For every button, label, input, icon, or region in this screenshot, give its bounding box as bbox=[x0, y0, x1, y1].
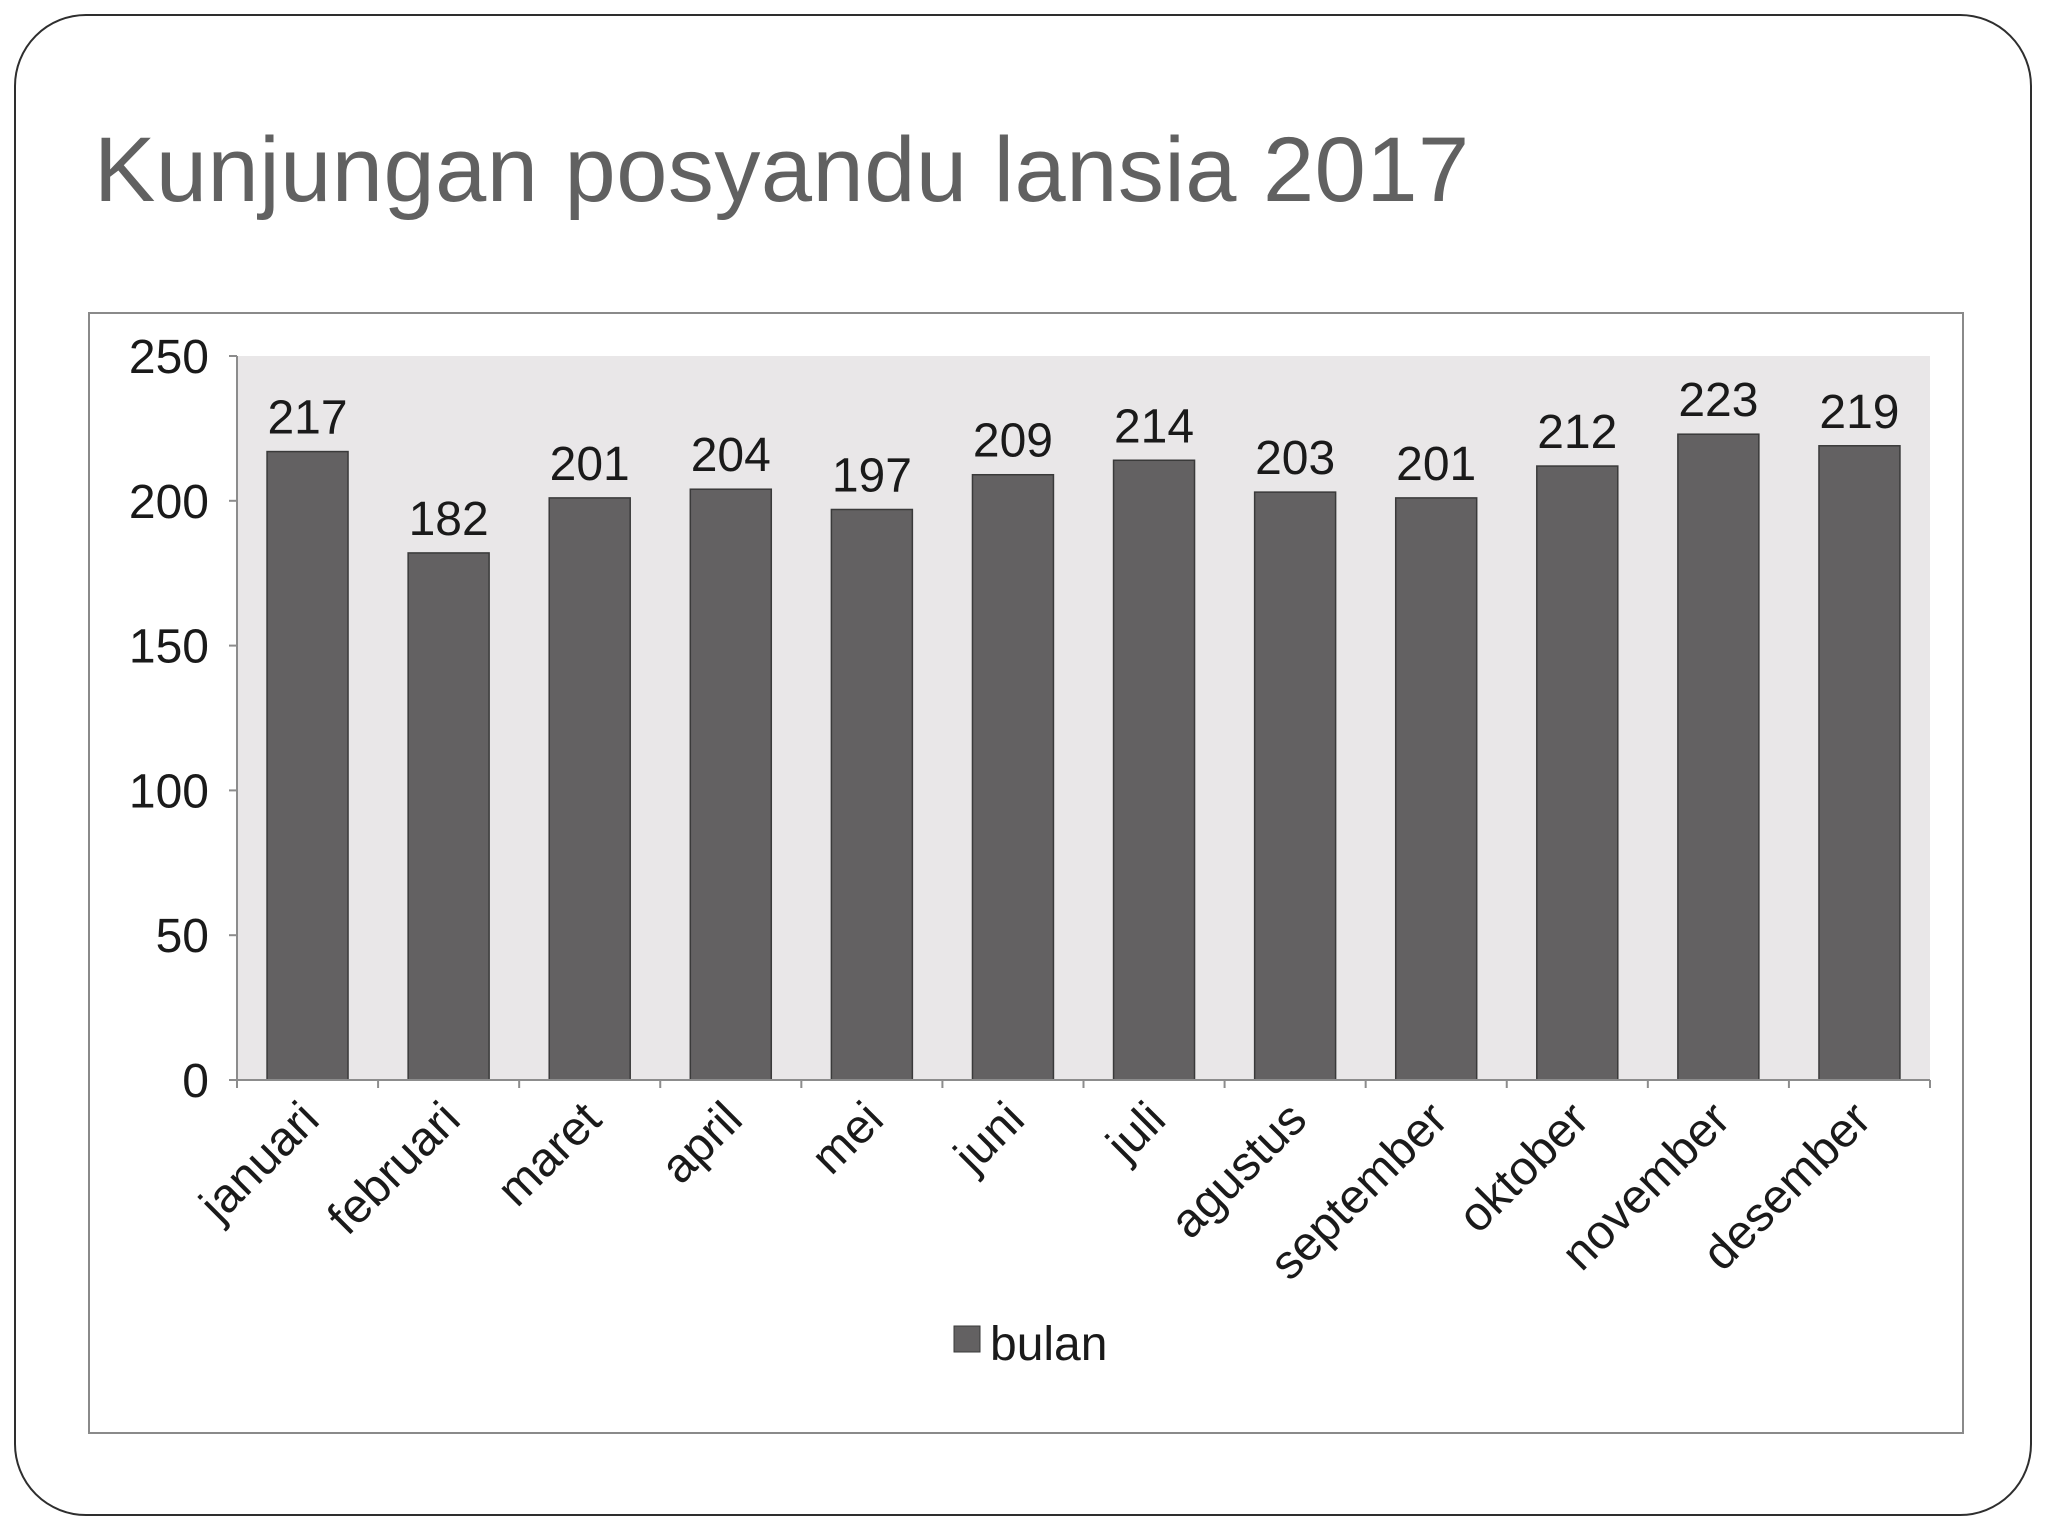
slide-title: Kunjungan posyandu lansia 2017 bbox=[94, 119, 1470, 221]
bar-desember bbox=[1818, 445, 1901, 1081]
data-label-agustus: 203 bbox=[1255, 432, 1335, 485]
bar-chart: 0 50 100 150 200 250 217 januari 182 februari 201 m… bbox=[129, 331, 1931, 1371]
data-label-maret: 201 bbox=[550, 438, 630, 491]
data-label-desember: 219 bbox=[1819, 386, 1899, 439]
x-tick-label-juni: juni bbox=[943, 1092, 1035, 1184]
bar-maret bbox=[548, 497, 631, 1081]
bar-oktober bbox=[1536, 465, 1619, 1081]
legend-label: bulan bbox=[990, 1318, 1107, 1371]
x-tick-label-januari: januari bbox=[189, 1092, 330, 1233]
data-label-mei: 197 bbox=[832, 449, 912, 502]
legend-swatch bbox=[953, 1325, 981, 1353]
chart-container: 0 50 100 150 200 250 217 januari 182 februari 201 m… bbox=[88, 312, 1964, 1434]
bar-februari bbox=[407, 552, 490, 1081]
y-tick-label: 250 bbox=[129, 331, 209, 384]
data-label-februari: 182 bbox=[409, 493, 489, 546]
data-label-oktober: 212 bbox=[1537, 406, 1617, 459]
y-tick-label: 200 bbox=[129, 476, 209, 529]
data-label-juni: 209 bbox=[973, 415, 1053, 468]
data-label-november: 223 bbox=[1678, 374, 1758, 427]
y-tick-label: 0 bbox=[182, 1055, 209, 1108]
plot-area bbox=[237, 356, 1930, 1080]
x-tick-label-februari: februari bbox=[318, 1092, 471, 1245]
bar-mei bbox=[830, 508, 914, 1081]
bar-november bbox=[1677, 433, 1760, 1081]
bar-januari bbox=[266, 450, 349, 1081]
y-tick-label: 50 bbox=[156, 910, 209, 963]
x-tick-label-juli: juli bbox=[1095, 1092, 1175, 1172]
data-label-april: 204 bbox=[691, 429, 771, 482]
bar-juli bbox=[1112, 459, 1196, 1081]
bar-agustus bbox=[1253, 491, 1337, 1081]
x-tick-label-april: april bbox=[651, 1092, 753, 1194]
y-tick-label: 150 bbox=[129, 621, 209, 674]
bar-september bbox=[1394, 497, 1478, 1081]
data-label-januari: 217 bbox=[267, 392, 347, 445]
data-label-september: 201 bbox=[1396, 438, 1476, 491]
bar-april bbox=[689, 488, 773, 1081]
x-tick-label-mei: mei bbox=[801, 1092, 893, 1184]
bar-juni bbox=[971, 473, 1055, 1081]
y-tick-label: 100 bbox=[129, 765, 209, 818]
data-label-juli: 214 bbox=[1114, 400, 1194, 453]
x-tick-label-maret: maret bbox=[487, 1092, 611, 1216]
